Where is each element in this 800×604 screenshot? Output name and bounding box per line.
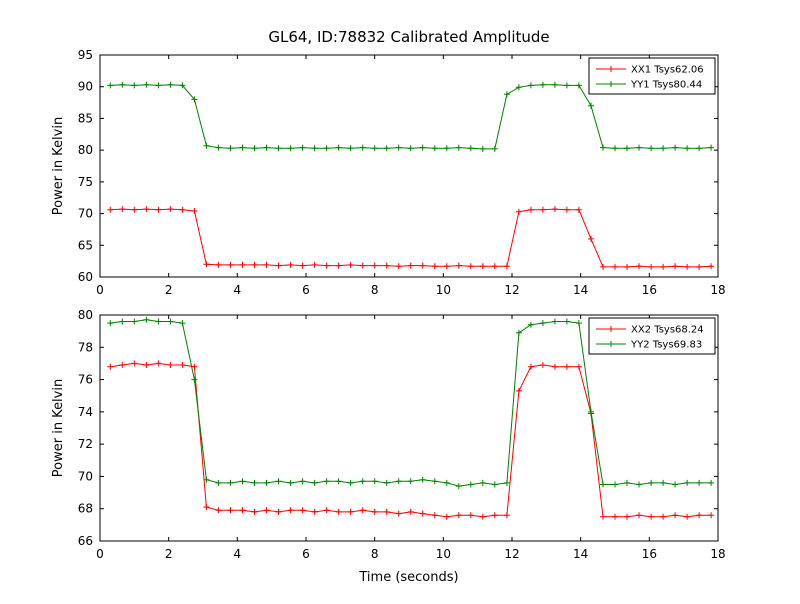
series-markers-2 (107, 316, 715, 490)
x-tick-label: 14 (573, 283, 588, 297)
legend-label: YY1 Tsys80.44 (630, 80, 702, 91)
y-tick-label: 74 (78, 405, 93, 419)
axes-frame (99, 54, 719, 278)
y-tick-label: 90 (78, 80, 93, 94)
x-tick-label: 12 (504, 283, 519, 297)
x-axis-label: Time (seconds) (358, 570, 458, 585)
x-tick-label: 4 (234, 547, 242, 561)
legend-label: YY2 Tsys69.83 (630, 340, 702, 351)
legend-box (588, 57, 716, 95)
plus-marker-icon (608, 81, 614, 87)
y-tick-label: 78 (78, 340, 93, 354)
x-tick-label: 12 (504, 547, 519, 561)
chart-title: GL64, ID:78832 Calibrated Amplitude (268, 28, 549, 46)
y-tick-label: 95 (78, 48, 93, 62)
x-tick-label: 10 (436, 547, 451, 561)
subplot-1: 0 2 4 6 8 10 12 14 16 18 60 65 70 75 80 85 90 95 Power in … (51, 28, 726, 297)
x-tick-label: 16 (642, 283, 657, 297)
series-markers-2 (107, 81, 715, 152)
x-tick-label: 18 (710, 547, 725, 561)
legend-label: XX2 Tsys68.24 (631, 325, 704, 336)
y-tick-label: 80 (78, 143, 93, 157)
plus-marker-icon (608, 341, 614, 347)
x-tick-label: 0 (96, 283, 104, 297)
legend-label: XX1 Tsys62.06 (631, 65, 704, 76)
x-tick-label: 16 (642, 547, 657, 561)
y-tick-label: 75 (78, 175, 93, 189)
axes-frame (99, 314, 719, 542)
x-tick-label: 2 (165, 547, 173, 561)
y-tick-label: 72 (78, 437, 93, 451)
legend: XX1 Tsys62.06 YY1 Tsys80.44 (588, 57, 716, 95)
x-tick-label: 6 (302, 547, 310, 561)
y-tick-label: 76 (78, 373, 93, 387)
y-axis-label: Power in Kelvin (51, 379, 66, 477)
series-markers-1 (107, 360, 715, 520)
x-tick-label: 0 (96, 547, 104, 561)
x-tick-label: 8 (371, 547, 379, 561)
x-tick-label: 4 (234, 283, 242, 297)
y-tick-label: 65 (78, 238, 93, 252)
y-tick-label: 66 (78, 534, 93, 548)
x-tick-label: 14 (573, 547, 588, 561)
y-tick-label: 68 (78, 502, 93, 516)
y-tick-label: 70 (78, 207, 93, 221)
y-tick-label: 70 (78, 469, 93, 483)
plus-marker-icon (608, 66, 614, 72)
x-tick-label: 8 (371, 283, 379, 297)
x-tick-label: 6 (302, 283, 310, 297)
x-tick-label: 2 (165, 283, 173, 297)
series-markers-1 (107, 206, 715, 270)
plus-marker-icon (608, 326, 614, 332)
x-tick-label: 18 (710, 283, 725, 297)
y-tick-label: 80 (78, 308, 93, 322)
legend: XX2 Tsys68.24 YY2 Tsys69.83 (588, 317, 716, 355)
x-tick-label: 10 (436, 283, 451, 297)
y-axis-label: Power in Kelvin (51, 117, 66, 215)
y-tick-label: 85 (78, 111, 93, 125)
legend-box (588, 317, 716, 355)
y-tick-label: 60 (78, 270, 93, 284)
